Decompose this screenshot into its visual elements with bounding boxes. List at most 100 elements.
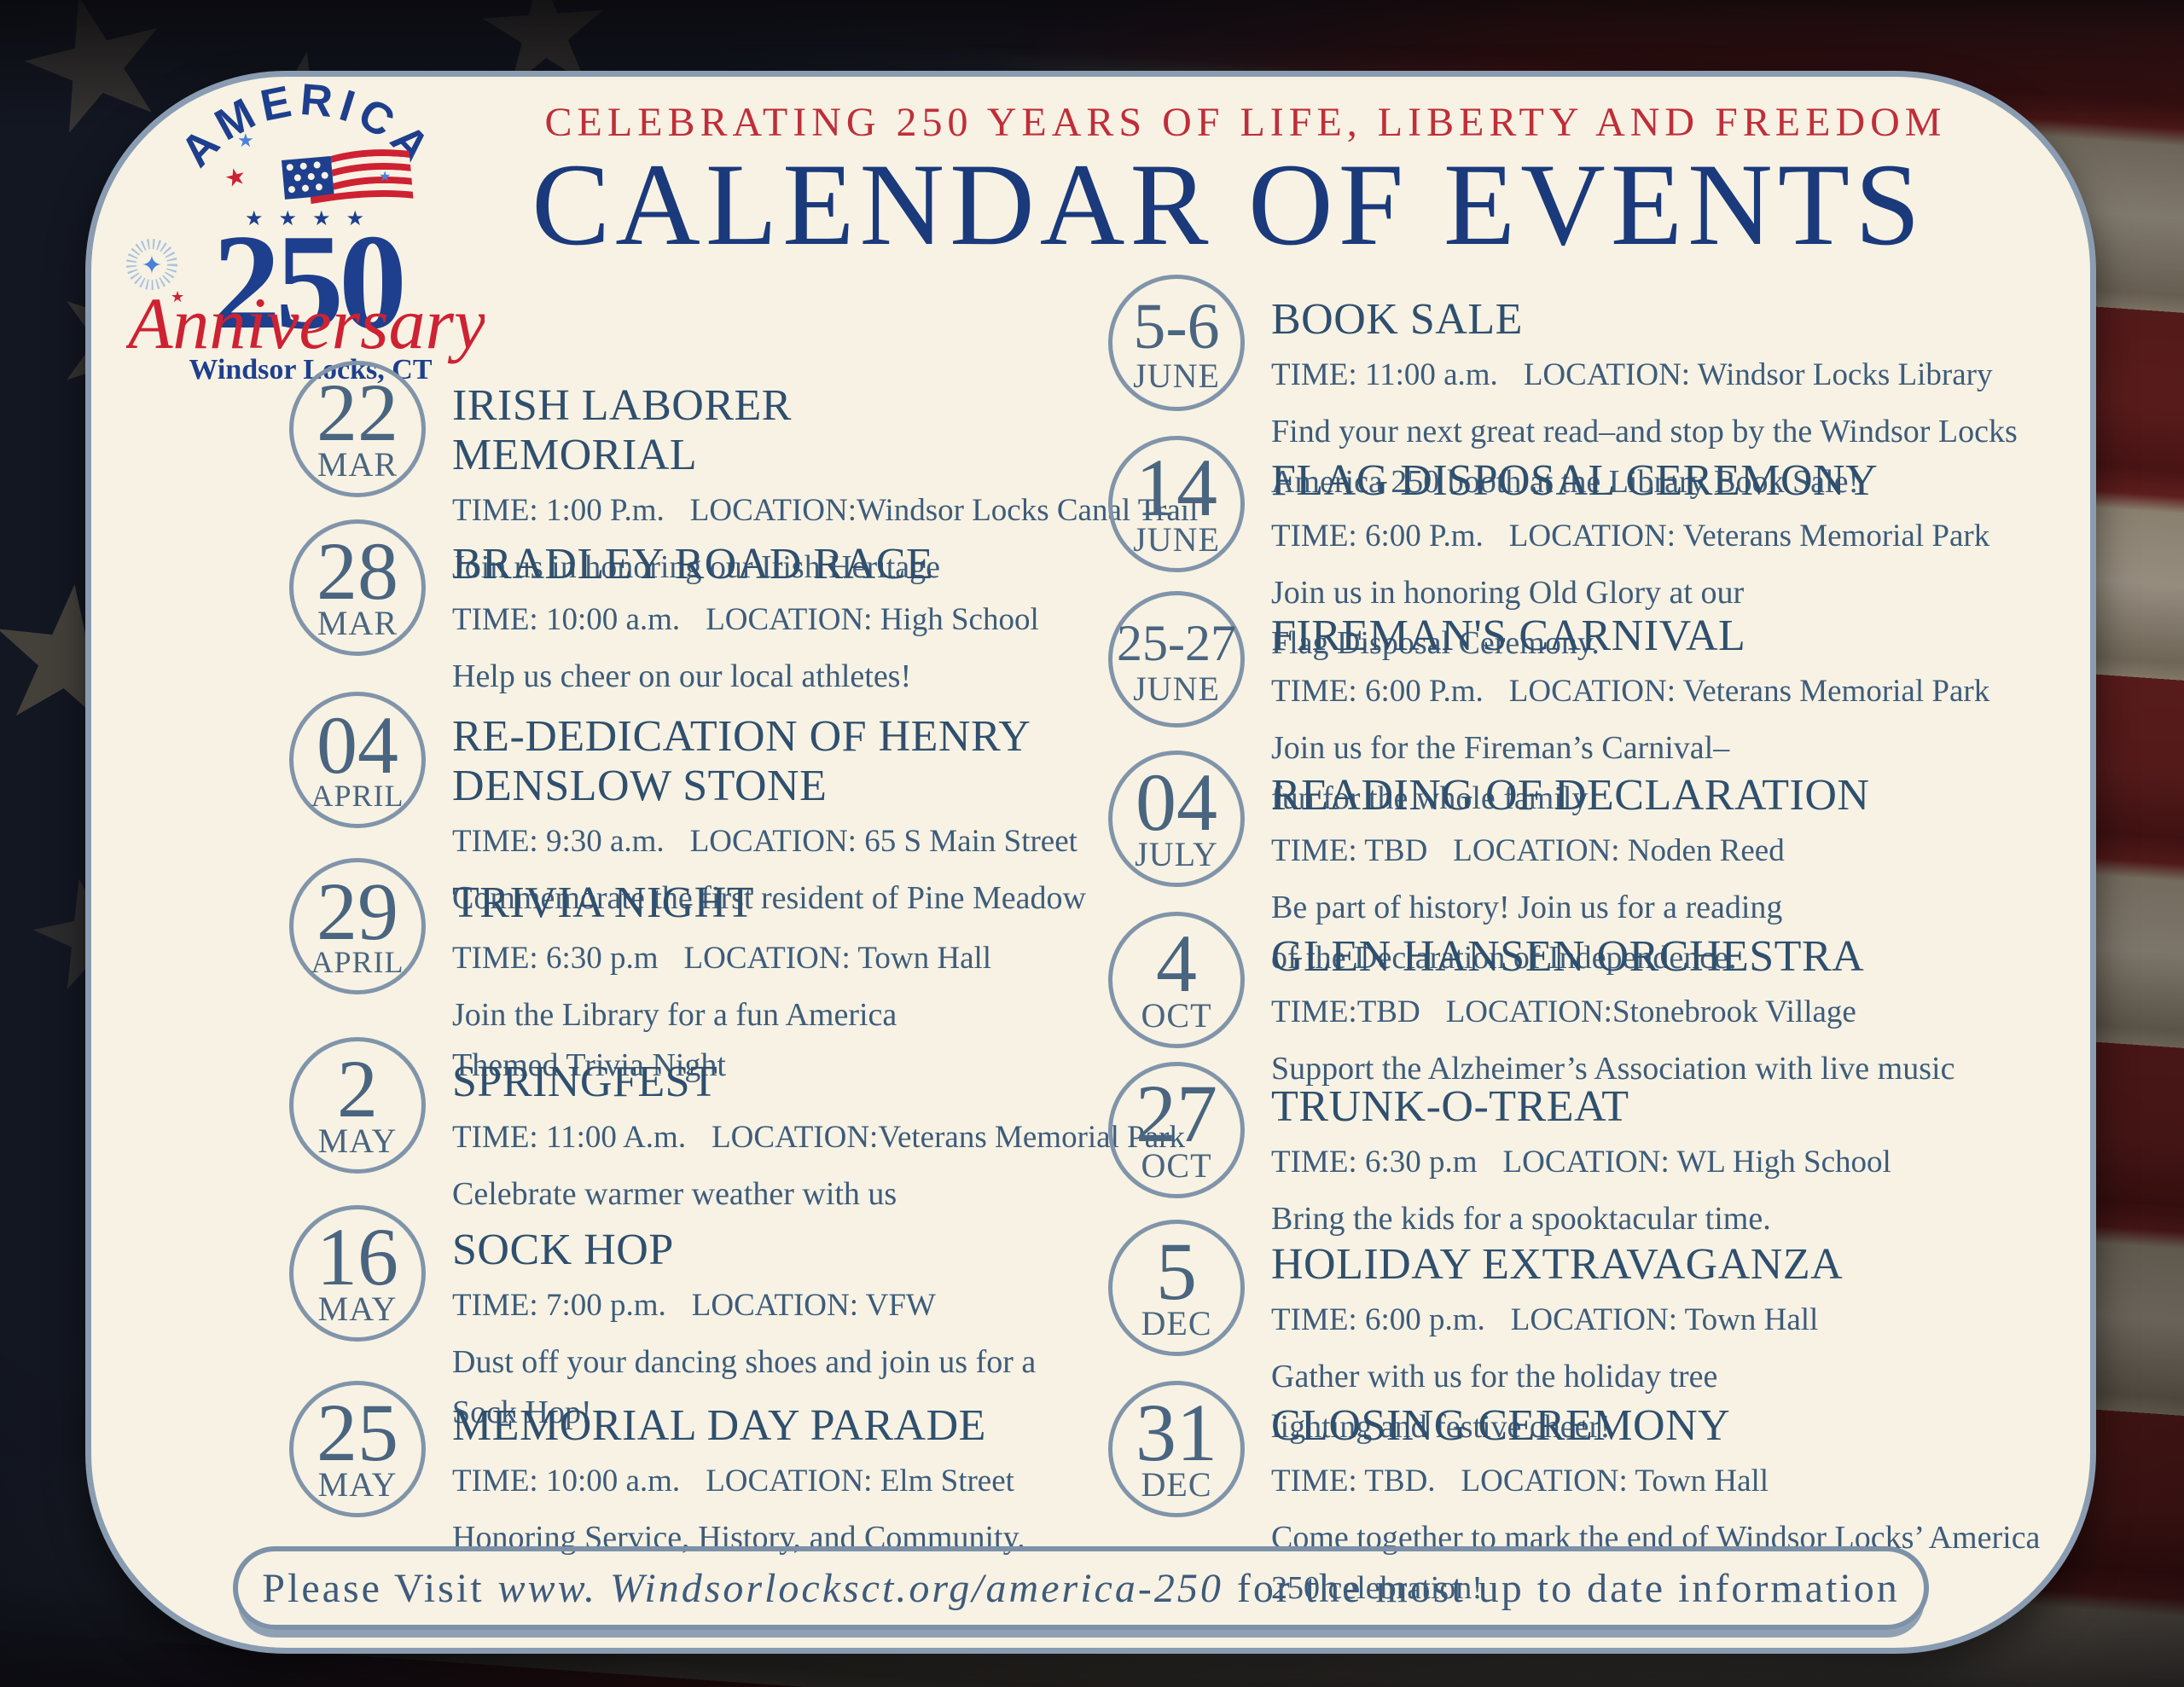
event-time: TIME: 10:00 a.m. bbox=[452, 1464, 681, 1499]
event-description-line: Themed Trivia Night bbox=[452, 1047, 726, 1084]
event-item: 16 MAY SOCK HOP TIME: 7:00 p.m. LOCATION… bbox=[289, 1205, 1100, 1438]
event-meta: TIME: 11:00 a.m. LOCATION: Windsor Locks… bbox=[1271, 357, 2018, 393]
event-day: 04 bbox=[1136, 756, 1217, 848]
event-day: 29 bbox=[317, 865, 398, 957]
event-meta: TIME: 6:00 p.m. LOCATION: Town Hall bbox=[1271, 1301, 1843, 1338]
event-location: LOCATION: Noden Reed bbox=[1453, 833, 1785, 869]
event-description-line: Find your next great read–and stop by th… bbox=[1271, 414, 2018, 450]
event-meta: TIME: 7:00 p.m. LOCATION: VFW bbox=[452, 1287, 1100, 1324]
event-month: MAR bbox=[317, 604, 398, 643]
event-text: MEMORIAL DAY PARADE TIME: 10:00 a.m. LOC… bbox=[452, 1381, 1025, 1563]
event-meta: TIME: 10:00 a.m. LOCATION: High School bbox=[452, 601, 1039, 638]
event-item: 5-6 JUNE BOOK SALE TIME: 11:00 a.m. LOCA… bbox=[1108, 275, 2089, 507]
event-text: READING OF DECLARATION TIME: TBD LOCATIO… bbox=[1271, 751, 1869, 983]
event-day: 2 bbox=[337, 1042, 378, 1134]
calendar-card bbox=[85, 71, 2096, 1654]
event-description-line: America 250 booth at the Library Book Sa… bbox=[1271, 464, 1860, 501]
event-title: HOLIDAY EXTRAVAGANZA bbox=[1271, 1240, 1844, 1289]
event-time: TIME:TBD bbox=[1271, 994, 1420, 1030]
event-meta: TIME: 6:00 P.m. LOCATION: Veterans Memor… bbox=[1271, 518, 1989, 554]
event-description: Be part of history! Join us for a readin… bbox=[1271, 883, 1869, 983]
event-date-circle: 5 DEC bbox=[1108, 1220, 1245, 1356]
event-time: TIME: 1:00 P.m. bbox=[452, 493, 665, 529]
event-text: FLAG DISPOSAL CEREMONY TIME: 6:00 P.m. L… bbox=[1271, 436, 1989, 669]
event-meta: TIME: TBD LOCATION: Noden Reed bbox=[1271, 832, 1869, 869]
logo-accent-star-icon: ★ bbox=[222, 163, 249, 194]
event-month: MAY bbox=[317, 1290, 398, 1329]
event-location: LOCATION: Town Hall bbox=[683, 941, 992, 977]
event-description-line: Commemorate the first resident of Pine M… bbox=[452, 880, 1086, 917]
event-date-circle: 04 APRIL bbox=[289, 692, 426, 828]
event-location: LOCATION:Veterans Memorial Park bbox=[712, 1120, 1185, 1156]
event-day: 22 bbox=[317, 366, 398, 458]
event-location: LOCATION: High School bbox=[706, 602, 1039, 638]
event-description: Join us in honoring our Irish Heritage bbox=[452, 542, 1198, 593]
event-date-circle: 25-27 JUNE bbox=[1108, 591, 1245, 728]
footer-url: www. Windsorlocksct.org/america-250 bbox=[497, 1565, 1223, 1611]
event-meta: TIME: 11:00 A.m. LOCATION:Veterans Memor… bbox=[452, 1119, 1185, 1156]
footer-suffix: for the most up to date information bbox=[1236, 1565, 1900, 1611]
event-description: Support the Alzheimer’s Association with… bbox=[1271, 1044, 1955, 1094]
logo-stars: ★ ★ ★ ★ bbox=[245, 208, 369, 230]
event-day: 14 bbox=[1136, 441, 1217, 533]
event-title: TRUNK-O-TREAT bbox=[1271, 1082, 1629, 1131]
event-text: FIREMAN'S CARNIVAL TIME: 6:00 P.m. LOCAT… bbox=[1271, 591, 1989, 824]
event-month: MAY bbox=[317, 1465, 398, 1504]
event-date-circle: 27 OCT bbox=[1108, 1062, 1245, 1198]
event-month: JULY bbox=[1135, 835, 1218, 874]
event-description-line: lighting and festive cheer! bbox=[1271, 1409, 1611, 1446]
event-time: TIME: 7:00 p.m. bbox=[452, 1288, 666, 1324]
event-description-line: Help us cheer on our local athletes! bbox=[452, 658, 912, 695]
event-title: MEMORIAL DAY PARADE bbox=[452, 1401, 986, 1450]
event-time: TIME: TBD bbox=[1271, 833, 1428, 869]
event-description: Celebrate warmer weather with us bbox=[452, 1169, 1185, 1220]
event-day: 25 bbox=[317, 1386, 398, 1478]
event-item: 4 OCT GLEN HANSEN ORCHESTRA TIME:TBD LOC… bbox=[1108, 912, 2089, 1094]
event-title: SPRINGFEST bbox=[452, 1058, 718, 1106]
event-description: Join us for the Fireman’s Carnival– fun f… bbox=[1271, 723, 1989, 824]
event-item: 14 JUNE FLAG DISPOSAL CEREMONY TIME: 6:0… bbox=[1108, 436, 2089, 669]
event-text: TRIVIA NIGHT TIME: 6:30 p.m LOCATION: To… bbox=[452, 858, 991, 1091]
event-month: MAR bbox=[317, 445, 398, 484]
event-description-line: of the Declaration of Independence. bbox=[1271, 940, 1737, 977]
event-time: TIME: TBD. bbox=[1271, 1464, 1436, 1499]
event-item: 29 APRIL TRIVIA NIGHT TIME: 6:30 p.m LOC… bbox=[289, 858, 1100, 1091]
event-text: BOOK SALE TIME: 11:00 a.m. LOCATION: Win… bbox=[1271, 275, 2018, 507]
event-title: IRISH LABORER MEMORIAL bbox=[452, 381, 792, 480]
event-meta: TIME: 6:30 p.m LOCATION: Town Hall bbox=[452, 940, 991, 977]
event-month: DEC bbox=[1141, 1304, 1212, 1343]
event-month: JUNE bbox=[1133, 669, 1220, 708]
event-description-line: Bring the kids for a spooktacular time. bbox=[1271, 1201, 1771, 1238]
event-location: LOCATION: Town Hall bbox=[1461, 1464, 1769, 1499]
event-location: LOCATION: WL High School bbox=[1502, 1145, 1891, 1180]
event-time: TIME: 6:00 P.m. bbox=[1271, 519, 1484, 554]
logo-250-number: 250 bbox=[212, 206, 402, 357]
event-date-circle: 5-6 JUNE bbox=[1108, 275, 1245, 411]
event-time: TIME: 6:00 p.m. bbox=[1271, 1302, 1485, 1338]
event-description-line: Join us for the Fireman’s Carnival– bbox=[1271, 730, 1730, 767]
event-date-circle: 22 MAR bbox=[289, 361, 426, 497]
event-description: Join the Library for a fun America Themed… bbox=[452, 990, 991, 1091]
event-text: TRUNK-O-TREAT TIME: 6:30 p.m LOCATION: W… bbox=[1271, 1062, 1891, 1244]
event-time: TIME: 6:00 P.m. bbox=[1271, 674, 1484, 710]
event-location: LOCATION:Stonebrook Village bbox=[1445, 994, 1856, 1030]
event-description-line: Join the Library for a fun America bbox=[452, 997, 897, 1034]
event-location: LOCATION: Town Hall bbox=[1510, 1302, 1819, 1338]
event-location: LOCATION: Elm Street bbox=[706, 1464, 1014, 1499]
event-time: TIME: 6:30 p.m bbox=[1271, 1145, 1478, 1180]
event-date-circle: 2 MAY bbox=[289, 1037, 426, 1174]
footer-prefix: Please Visit bbox=[262, 1565, 485, 1611]
event-description: Commemorate the first resident of Pine M… bbox=[452, 873, 1086, 924]
event-text: SPRINGFEST TIME: 11:00 A.m. LOCATION:Vet… bbox=[452, 1037, 1185, 1220]
event-month: DEC bbox=[1141, 1465, 1212, 1504]
event-text: RE-DEDICATION OF HENRY DENSLOW STONE TIM… bbox=[452, 692, 1086, 924]
event-description-line: Support the Alzheimer’s Association with… bbox=[1271, 1051, 1955, 1087]
event-meta: TIME: 10:00 a.m. LOCATION: Elm Street bbox=[452, 1463, 1025, 1499]
logo-anniversary-script: Anniversary bbox=[126, 282, 485, 364]
event-time: TIME: 11:00 a.m. bbox=[1271, 357, 1498, 393]
event-title: SOCK HOP bbox=[452, 1226, 674, 1274]
american-flag-icon bbox=[282, 149, 414, 205]
logo-accent-star-icon: ★ bbox=[171, 288, 184, 305]
event-meta: TIME: TBD. LOCATION: Town Hall bbox=[1271, 1463, 2089, 1499]
